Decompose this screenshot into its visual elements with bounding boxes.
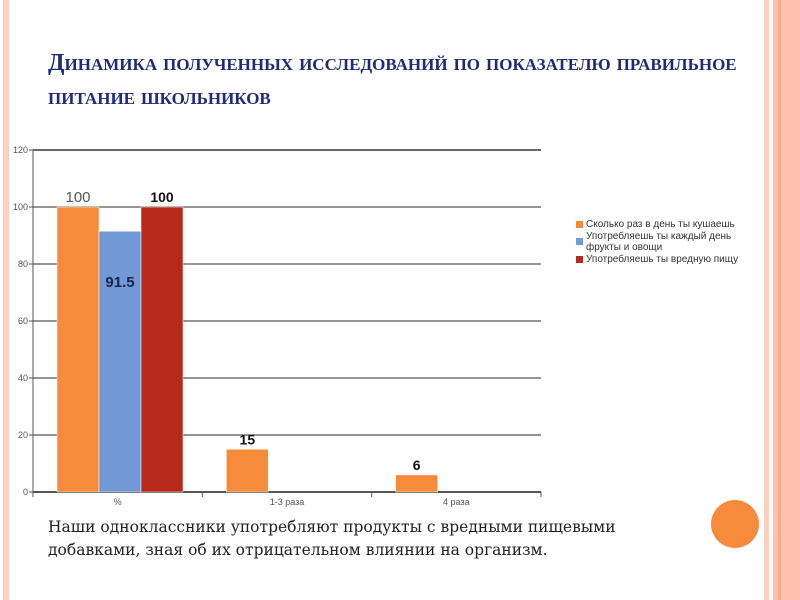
legend-label: Употребляешь ты вредную пищу <box>586 254 739 265</box>
y-tick-label: 0 <box>23 487 28 497</box>
chart-legend: Сколько раз в день ты кушаешь Употребляеш… <box>576 219 762 266</box>
left-border-stripe <box>3 0 9 600</box>
y-tick-label: 60 <box>18 316 28 326</box>
right-border-band <box>773 0 800 600</box>
legend-label: Сколько раз в день ты кушаешь <box>586 219 735 230</box>
legend-swatch <box>576 238 583 245</box>
bar <box>395 474 438 493</box>
y-tick-label: 40 <box>18 373 28 383</box>
legend-swatch <box>576 221 583 228</box>
x-tick-label: % <box>114 497 122 507</box>
legend-item: Употребляешь ты вредную пищу <box>576 254 762 265</box>
legend-label: Употребляешь ты каждый день фрукты и ово… <box>586 231 732 253</box>
y-tick-label: 20 <box>18 430 28 440</box>
right-border-stripe <box>764 0 769 600</box>
bar <box>140 206 184 493</box>
y-tick-label: 100 <box>13 202 28 212</box>
right-border-line <box>778 0 781 600</box>
slide-title: Динамика полученных исследований по пока… <box>48 50 737 110</box>
legend-swatch <box>576 256 583 263</box>
data-label: 91.5 <box>105 274 134 291</box>
y-tick-label: 120 <box>13 145 28 155</box>
data-label: 15 <box>240 431 256 447</box>
x-tick-label: 4 раза <box>443 497 470 507</box>
legend-item: Сколько раз в день ты кушаешь <box>576 219 762 230</box>
data-label: 100 <box>150 189 174 205</box>
data-label: 100 <box>65 189 90 206</box>
bar <box>98 230 142 493</box>
legend-item: Употребляешь ты каждый день фрукты и ово… <box>576 231 762 253</box>
x-tick-label: 1-3 раза <box>270 497 305 507</box>
y-tick-label: 80 <box>18 259 28 269</box>
bar <box>226 449 269 493</box>
bar <box>56 206 100 493</box>
decorative-circle <box>711 500 759 548</box>
slide-caption: Наши одноклассники употребляют продукты … <box>48 518 616 559</box>
data-label: 6 <box>413 457 421 473</box>
